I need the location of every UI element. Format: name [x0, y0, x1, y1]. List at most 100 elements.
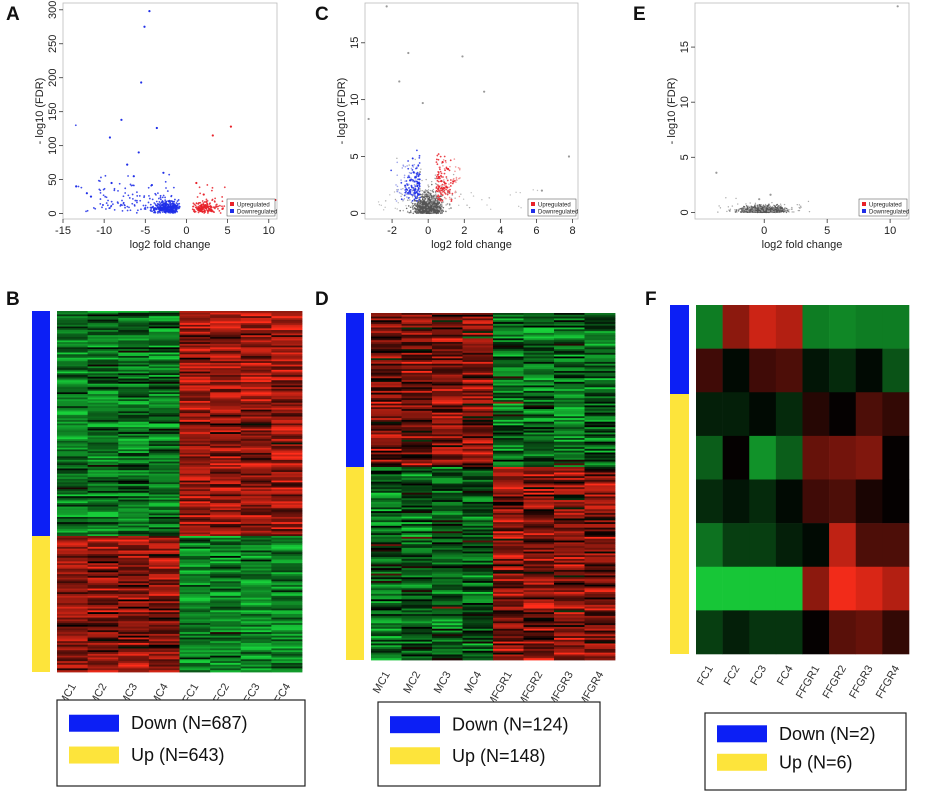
heatmap-cell — [432, 354, 463, 357]
heatmap-cell — [57, 670, 89, 673]
heatmap-cell — [554, 352, 585, 356]
x-tick-label: 0 — [425, 225, 431, 237]
heatmap-cell — [118, 485, 150, 488]
heatmap-cell — [148, 482, 180, 485]
heatmap-cell — [271, 668, 303, 671]
heatmap-cell — [240, 317, 272, 321]
scatter-point — [426, 189, 428, 192]
heatmap-cell — [493, 323, 524, 327]
heatmap-cell — [240, 536, 272, 539]
heatmap-cell — [148, 373, 180, 376]
heatmap-cell — [371, 325, 402, 328]
scatter-point — [739, 211, 742, 213]
scatter-point — [134, 199, 137, 202]
heatmap-cell — [210, 568, 242, 571]
heatmap-cell — [87, 380, 119, 383]
heatmap-cell — [118, 404, 150, 407]
heatmap-cell — [523, 320, 555, 323]
scatter-point — [448, 190, 451, 193]
heatmap-cell — [240, 653, 272, 657]
heatmap-cell — [87, 554, 119, 557]
heatmap-cell — [148, 496, 180, 499]
heatmap-cell — [432, 323, 463, 327]
scatter-point — [117, 189, 119, 192]
heatmap-cell — [118, 381, 150, 385]
heatmap-cell — [271, 401, 303, 404]
scatter-point — [221, 196, 224, 198]
scatter-point — [447, 189, 449, 192]
heatmap-cell — [462, 318, 494, 321]
heatmap-cell — [57, 525, 89, 528]
heatmap-cell — [462, 334, 494, 337]
heatmap-cell — [271, 592, 303, 595]
heatmap-cell — [271, 597, 303, 600]
heatmap-cell — [240, 381, 272, 385]
heatmap-cell — [271, 371, 303, 374]
heatmap-cell — [179, 340, 211, 343]
heatmap-cell — [179, 392, 211, 395]
scatter-point — [140, 208, 142, 211]
heatmap-cell — [87, 563, 119, 566]
heatmap-cell — [240, 491, 272, 494]
heatmap-cell — [148, 454, 180, 457]
scatter-point — [515, 191, 517, 193]
heatmap-cell — [87, 323, 119, 326]
heatmap-cell — [210, 399, 242, 402]
heatmap-cell — [118, 397, 150, 400]
heatmap-cell — [148, 525, 180, 528]
heatmap-cell — [87, 470, 119, 473]
heatmap-cell — [179, 368, 211, 371]
heatmap-cell — [148, 557, 180, 560]
heatmap-cell — [401, 314, 433, 318]
heatmap-cell — [210, 575, 242, 579]
heatmap-cell — [57, 484, 89, 487]
heatmap-cell — [240, 572, 272, 575]
heatmap-cell — [179, 349, 211, 352]
heatmap-cell — [148, 385, 180, 388]
heatmap-cell — [240, 606, 272, 609]
heatmap-cell — [523, 361, 555, 365]
heatmap-cell — [57, 575, 89, 579]
scatter-point — [410, 184, 413, 187]
heatmap-cell — [148, 404, 180, 407]
scatter-point — [144, 206, 147, 209]
heatmap-cell — [371, 363, 402, 366]
heatmap-cell — [271, 612, 303, 615]
heatmap-cell — [554, 329, 585, 332]
heatmap-cell — [148, 563, 180, 566]
heatmap-cell — [371, 314, 402, 318]
legend-swatch-down — [69, 714, 119, 732]
heatmap-cell — [179, 418, 211, 421]
heatmap-cell — [271, 529, 303, 532]
heatmap-cell — [432, 331, 463, 334]
heatmap-cell — [148, 628, 180, 631]
heatmap-cell — [210, 354, 242, 357]
data-point — [452, 180, 455, 183]
heatmap-cell — [57, 361, 89, 364]
heatmap-cell — [148, 336, 180, 340]
heatmap-cell — [271, 364, 303, 367]
heatmap-cell — [210, 387, 242, 390]
heatmap-cell — [148, 497, 180, 501]
scatter-point — [205, 209, 208, 211]
heatmap-cell — [87, 624, 119, 628]
heatmap-cell — [118, 606, 150, 609]
heatmap-cell — [57, 506, 89, 509]
heatmap-cell — [554, 354, 585, 357]
heatmap-cell — [210, 388, 242, 392]
heatmap-cell — [271, 381, 303, 385]
heatmap-cell — [271, 425, 303, 428]
heatmap-cell — [401, 352, 433, 356]
scatter-point — [396, 185, 399, 188]
heatmap-cell — [210, 357, 242, 360]
scatter-point — [449, 165, 451, 168]
scatter-point — [719, 207, 722, 209]
heatmap-cell — [87, 648, 119, 651]
heatmap-cell — [118, 373, 150, 376]
scatter-point — [729, 208, 732, 210]
heatmap-cell — [554, 341, 585, 345]
heatmap-cell — [371, 365, 402, 368]
heatmap-cell — [210, 359, 242, 362]
scatter-point — [445, 188, 447, 191]
heatmap-cell — [210, 395, 242, 398]
